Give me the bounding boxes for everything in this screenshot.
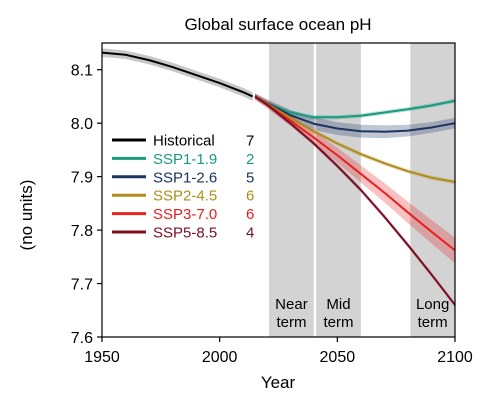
legend-label-1: SSP1-1.9 xyxy=(153,151,217,168)
period-label-2: Long term xyxy=(416,296,449,331)
legend-count-0: 7 xyxy=(246,133,254,150)
x-tick-label-0: 1950 xyxy=(84,349,120,366)
series-line-0 xyxy=(101,51,254,98)
period-label-line: term xyxy=(324,314,354,331)
chart-title: Global surface ocean pH xyxy=(184,15,371,34)
y-tick-label-1: 7.7 xyxy=(71,277,93,294)
period-label-line: Mid xyxy=(326,296,350,313)
legend-label-0: Historical xyxy=(153,133,215,150)
period-bands xyxy=(269,43,455,337)
legend-count-2: 5 xyxy=(246,169,254,186)
period-band-1 xyxy=(316,43,361,337)
series-ribbon-1 xyxy=(254,94,455,120)
series-line-5 xyxy=(254,95,456,306)
series-line-4 xyxy=(254,95,456,252)
legend-count-1: 2 xyxy=(246,151,254,168)
period-band-2 xyxy=(410,43,455,337)
legend-label-4: SSP3-7.0 xyxy=(153,206,217,223)
legend-label-3: SSP2-4.5 xyxy=(153,188,217,205)
period-band-0 xyxy=(269,43,314,337)
legend-label-2: SSP1-2.6 xyxy=(153,169,217,186)
period-label-line: term xyxy=(276,314,306,331)
plot-frame xyxy=(101,42,456,338)
x-axis-label: Year xyxy=(261,373,296,392)
axes: 1950 2000 2050 2100 7.6 7.7 7.8 7.9 8.0 8.1 xyxy=(71,63,473,366)
series-line-1 xyxy=(254,95,456,119)
y-tick-label-4: 8.0 xyxy=(71,116,93,133)
legend-count-3: 6 xyxy=(246,188,254,205)
legend: Historical 7 SSP1-1.9 2 SSP1-2.6 5 SSP2-4.5 6 SS… xyxy=(112,133,254,242)
series-ribbon-2 xyxy=(254,93,455,139)
period-label-line: Long xyxy=(416,296,449,313)
x-tick-label-2: 2050 xyxy=(320,349,356,366)
x-tick-label-1: 2000 xyxy=(202,349,238,366)
y-tick-label-0: 7.6 xyxy=(71,330,93,347)
x-tick-label-3: 2100 xyxy=(437,349,473,366)
legend-label-5: SSP5-8.5 xyxy=(153,225,217,242)
period-label-0: Near term xyxy=(275,296,308,331)
series-ribbon-0 xyxy=(102,48,253,101)
y-axis-label: (no units) xyxy=(17,180,36,251)
period-label-line: Near xyxy=(275,296,308,313)
legend-count-4: 6 xyxy=(246,206,254,223)
period-label-1: Mid term xyxy=(324,296,354,331)
y-tick-label-2: 7.8 xyxy=(71,223,93,240)
period-label-line: term xyxy=(418,314,448,331)
legend-count-5: 4 xyxy=(246,225,254,242)
series-lines xyxy=(101,51,456,306)
series-line-3 xyxy=(254,95,456,183)
series-line-2 xyxy=(254,95,456,133)
y-tick-label-5: 8.1 xyxy=(71,63,93,80)
y-tick-label-3: 7.9 xyxy=(71,170,93,187)
